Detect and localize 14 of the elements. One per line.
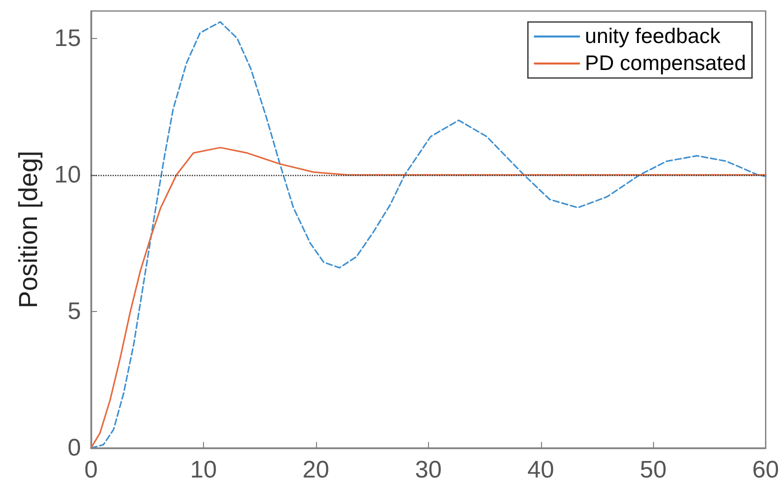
x-tick-label: 50 [640, 456, 667, 484]
x-tick-label: 40 [527, 456, 554, 484]
y-tick-label: 5 [68, 298, 81, 325]
x-tick-label: 0 [84, 456, 98, 484]
y-axis-title: Position [deg] [13, 150, 43, 308]
x-tick-label: 10 [190, 456, 217, 484]
legend-label: PD compensated [584, 52, 746, 75]
x-tick-label: 20 [302, 456, 330, 484]
y-tick-label: 10 [54, 161, 81, 188]
legend-label: unity feedback [584, 25, 721, 48]
y-tick-label: 15 [54, 24, 81, 52]
y-tick-label: 0 [68, 434, 81, 462]
x-tick-label: 30 [414, 456, 442, 484]
x-tick-label: 60 [752, 456, 780, 484]
